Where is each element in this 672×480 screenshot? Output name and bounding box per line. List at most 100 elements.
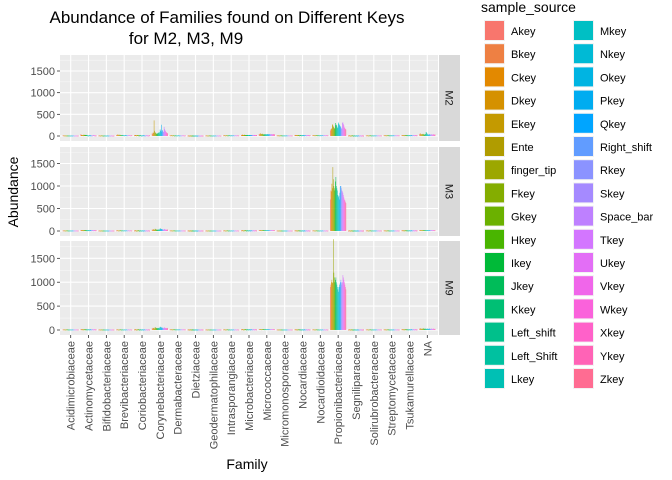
bar-Hkey [245,230,246,232]
legend-swatch [574,369,593,388]
bar-Pkey [428,328,430,330]
bar-Skey [288,329,289,331]
bar-Mkey [249,230,250,232]
bar-Ekey [314,230,315,232]
bar-Space_bar [377,230,379,232]
legend-item: finger_tip [484,159,556,181]
bar-Gkey [102,230,103,232]
bar-Ckey [384,230,386,232]
bar-Mkey [249,329,250,331]
bar-Xkey [219,329,221,331]
bar-Rkey [145,329,146,331]
bar-Lkey [88,135,89,137]
bar-Xkey [130,230,132,232]
bar-Akey [401,329,402,331]
bar-Gkey [351,230,353,232]
bar-Dkey [188,329,190,331]
bar-Kkey [122,230,123,232]
bar-Lkey [141,230,143,232]
bar-Ckey [117,329,118,331]
bar-Lkey [70,135,71,137]
bar-Ckey [170,135,172,137]
bar-Kkey [336,282,337,330]
bar-Tkey [128,230,130,232]
bar-Rkey [269,329,271,331]
bar-Ekey [349,135,351,137]
bar-Mkey [338,291,339,330]
bar-Rkey [305,230,306,232]
bar-Rkey [198,135,200,137]
bar-Zkey [238,329,240,331]
bar-Dkey [171,329,172,331]
bar-Skey [127,329,129,331]
bar-Ykey [345,201,346,231]
bar-Ente [332,125,334,136]
y-tick-label: 1000 [31,88,55,100]
bar-Mkey [177,230,179,232]
bar-Wkey [219,230,220,232]
bar-Rkey [127,329,128,331]
bar-Wkey [165,328,167,330]
bar-Gkey [387,329,389,331]
bar-Skey [430,230,432,231]
bar-Pkey [214,230,216,232]
bar-Fkey [262,329,263,331]
bar-Tkey [413,230,415,232]
bar-Ikey [228,135,229,137]
legend-label: Ukey [600,258,626,270]
bar-Ikey [103,230,104,232]
bar-Akey [187,230,188,232]
bar-Space_bar [306,329,307,331]
bar-Kkey [104,329,105,331]
bar-Zkey [363,329,364,331]
bar-finger_tip [350,329,352,331]
bar-Akey [134,135,135,136]
bar-Lkey [426,133,428,136]
bar-Left_Shift [372,329,374,331]
bar-Zkey [345,203,347,231]
chart-title-line1: Abundance of Families found on Different… [49,8,404,27]
legend-swatch [485,253,504,272]
bar-Jkey [389,230,390,232]
bar-Tkey [235,329,237,331]
bar-Rkey [269,134,271,136]
bar-Dkey [367,230,368,232]
bar-Ckey [188,135,189,137]
bar-Lkey [123,230,125,232]
bar-Right_shift [322,135,324,137]
bar-Space_bar [270,329,272,330]
bar-Rkey [394,329,396,331]
bar-Ykey [184,230,186,232]
legend-item: Zkey [573,368,624,389]
bar-Rkey [216,230,217,232]
bar-Ukey [289,135,291,137]
bar-Ikey [370,135,372,137]
bar-Rkey [305,329,306,331]
bar-Left_shift [372,135,373,137]
bar-Zkey [416,230,418,232]
bar-Rkey [287,135,289,137]
bar-Kkey [264,230,266,231]
bar-Zkey [203,230,204,232]
bar-Ukey [343,195,344,231]
bar-Tkey [75,329,76,331]
bar-Ikey [370,329,372,331]
bar-Zkey [274,329,275,331]
bar-Akey [223,135,224,137]
bar-Wkey [112,329,113,331]
facet-panels: 050010001500M2050010001500M3050010001500… [31,55,460,337]
bar-Okey [232,230,233,232]
bar-Right_shift [180,230,181,232]
bar-Right_shift [198,230,199,232]
bar-Kkey [389,329,391,331]
bar-finger_tip [119,230,120,232]
bar-Vkey [379,135,380,137]
legend-item: Okey [573,66,626,88]
bar-Mkey [106,230,107,232]
bar-Qkey [411,230,412,232]
bar-Kkey [282,230,284,232]
bar-Ukey [343,123,344,136]
bar-Mkey [338,122,339,136]
bar-Nkey [356,135,357,137]
bar-Dkey [331,183,333,231]
